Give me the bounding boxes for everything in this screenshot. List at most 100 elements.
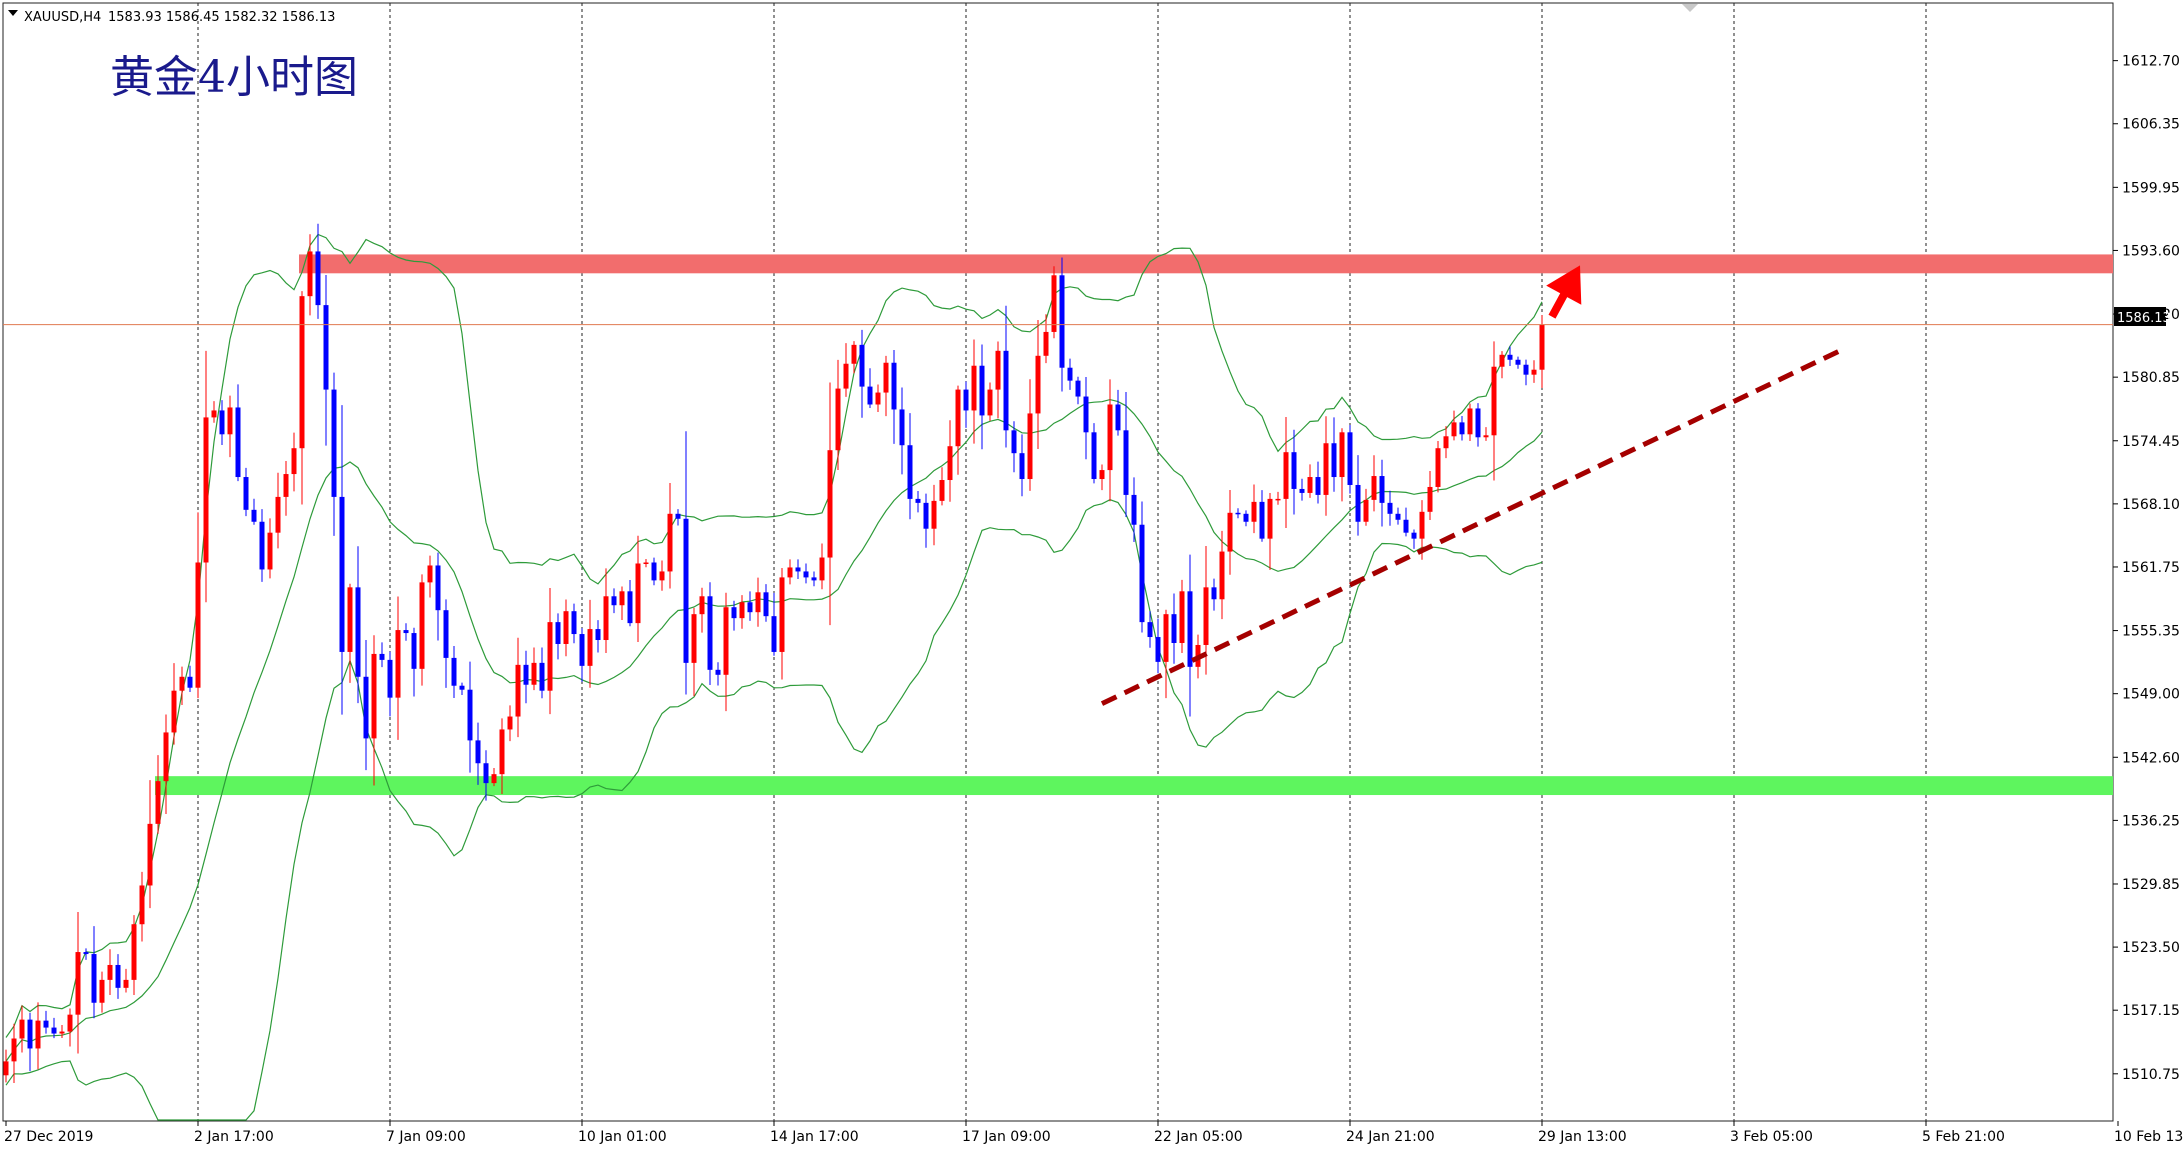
vertical-gridlines xyxy=(197,3,1927,1121)
candle xyxy=(563,599,569,657)
candle xyxy=(1019,434,1025,497)
candle xyxy=(971,339,977,444)
svg-text:1593.60: 1593.60 xyxy=(2122,243,2180,259)
time-tick: 29 Jan 13:00 xyxy=(1538,1121,1627,1145)
candle xyxy=(483,750,489,801)
candle xyxy=(195,512,201,699)
candle xyxy=(1347,424,1353,494)
candle xyxy=(659,560,665,591)
candle xyxy=(1051,266,1057,339)
candle xyxy=(1043,314,1049,364)
time-tick: 14 Jan 17:00 xyxy=(770,1121,859,1145)
candle xyxy=(739,595,745,629)
candle xyxy=(107,949,113,995)
candle xyxy=(139,871,145,942)
candlesticks xyxy=(3,223,1545,1083)
time-tick: 2 Jan 17:00 xyxy=(194,1121,274,1145)
candle xyxy=(427,555,433,598)
candle xyxy=(1035,319,1041,449)
candle xyxy=(827,382,833,626)
candle xyxy=(1451,410,1457,441)
svg-text:1599.95: 1599.95 xyxy=(2122,180,2180,196)
candle xyxy=(1099,464,1105,491)
candle xyxy=(531,647,537,691)
svg-text:1542.60: 1542.60 xyxy=(2122,750,2180,766)
svg-text:1529.85: 1529.85 xyxy=(2122,877,2180,893)
svg-text:24 Jan 21:00: 24 Jan 21:00 xyxy=(1346,1129,1435,1145)
candle xyxy=(11,1023,17,1083)
candle xyxy=(1387,490,1393,526)
candle xyxy=(1243,510,1249,527)
candle xyxy=(163,714,169,814)
current-price-label: 1586.13 xyxy=(2117,311,2171,326)
candle xyxy=(611,588,617,614)
candle xyxy=(27,1012,33,1072)
candle xyxy=(395,596,401,740)
candle xyxy=(675,509,681,526)
candle xyxy=(707,582,713,686)
svg-text:5 Feb 21:00: 5 Feb 21:00 xyxy=(1922,1129,2005,1145)
candle xyxy=(275,472,281,549)
candle xyxy=(1339,428,1345,502)
candle xyxy=(651,557,657,586)
candle xyxy=(907,413,913,520)
chart-menu-triangle-icon[interactable] xyxy=(8,10,18,16)
candle xyxy=(1531,360,1537,383)
candle xyxy=(571,603,577,644)
candle xyxy=(203,350,209,603)
candle xyxy=(339,405,345,715)
candle xyxy=(595,620,601,653)
time-tick: 10 Feb 13:00 xyxy=(2114,1121,2183,1145)
time-tick: 7 Jan 09:00 xyxy=(386,1121,466,1145)
candle xyxy=(859,329,865,418)
candle xyxy=(371,635,377,786)
candle xyxy=(787,559,793,585)
candle xyxy=(883,355,889,417)
candle xyxy=(323,274,329,446)
price-tick: 1612.70 xyxy=(2113,54,2180,70)
candle xyxy=(1435,440,1441,493)
price-tick: 1580.85 xyxy=(2113,370,2180,386)
candle xyxy=(259,509,265,582)
candle xyxy=(1123,391,1129,518)
candle xyxy=(939,467,945,506)
svg-text:10 Feb 13:00: 10 Feb 13:00 xyxy=(2114,1129,2183,1145)
candle xyxy=(891,350,897,444)
candle xyxy=(1299,478,1305,501)
price-tick: 1523.50 xyxy=(2113,940,2180,956)
time-tick: 27 Dec 2019 xyxy=(4,1121,93,1145)
candle xyxy=(51,1017,57,1039)
candle xyxy=(1475,403,1481,447)
candle xyxy=(691,607,697,697)
price-tick: 1555.35 xyxy=(2113,624,2180,640)
time-tick: 17 Jan 09:00 xyxy=(962,1121,1051,1145)
candle xyxy=(755,577,761,627)
candle xyxy=(387,651,393,717)
candle xyxy=(115,954,121,999)
candle xyxy=(19,1005,25,1053)
shift-marker-icon[interactable] xyxy=(1682,4,1698,12)
candle xyxy=(67,1008,73,1047)
svg-text:1574.45: 1574.45 xyxy=(2122,434,2180,450)
candle xyxy=(1411,529,1417,549)
candle xyxy=(539,647,545,699)
candle xyxy=(915,490,921,513)
price-tick: 1517.15 xyxy=(2113,1003,2180,1019)
candle xyxy=(987,382,993,421)
candle xyxy=(267,518,273,579)
svg-text:1555.35: 1555.35 xyxy=(2122,624,2180,640)
candle xyxy=(1251,484,1257,534)
price-tick: 1542.60 xyxy=(2113,750,2180,766)
candle xyxy=(419,574,425,686)
candle xyxy=(1331,417,1337,492)
candle xyxy=(1011,421,1017,473)
candle xyxy=(1507,346,1513,367)
time-tick: 3 Feb 05:00 xyxy=(1730,1121,1813,1145)
svg-text:1517.15: 1517.15 xyxy=(2122,1003,2180,1019)
candle xyxy=(1083,377,1089,460)
candle xyxy=(1179,579,1185,654)
price-axis: 1612.701606.351599.951593.601587.201580.… xyxy=(2113,54,2180,1083)
candle xyxy=(635,535,641,642)
svg-text:3 Feb 05:00: 3 Feb 05:00 xyxy=(1730,1129,1813,1145)
